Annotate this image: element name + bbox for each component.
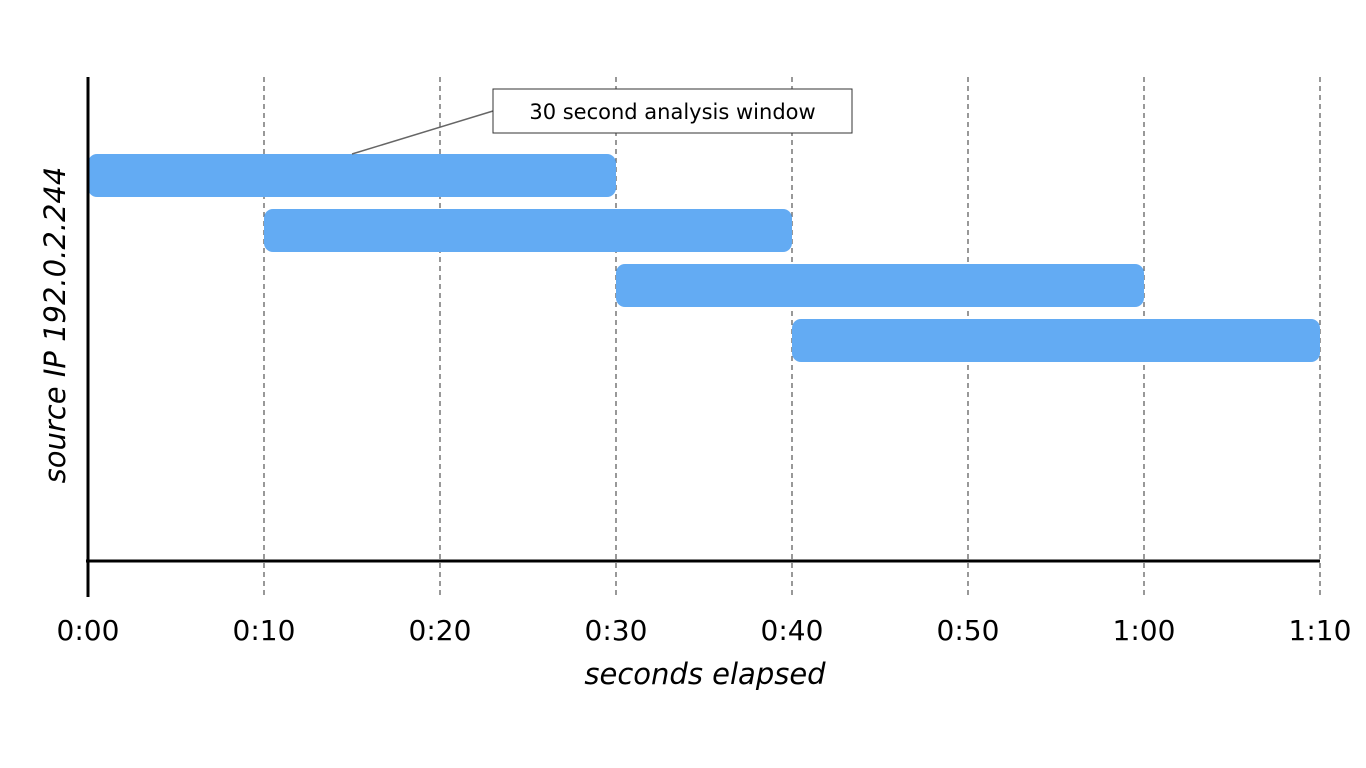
x-tick-label: 1:10 xyxy=(1289,614,1352,647)
y-axis-title: source IP 192.0.2.244 xyxy=(38,167,72,484)
window-bars xyxy=(88,154,1320,362)
annotation-box xyxy=(492,88,853,134)
x-tick-label: 0:30 xyxy=(585,614,648,647)
window-bar xyxy=(264,209,792,252)
annotation: 30 second analysis window xyxy=(351,88,853,155)
grid-lines xyxy=(263,77,1321,597)
window-bar xyxy=(616,264,1144,307)
x-tick-labels: 0:00 0:10 0:20 0:30 0:40 0:50 1:00 1:10 xyxy=(57,614,1352,647)
x-tick-label: 0:50 xyxy=(937,614,1000,647)
annotation-leader-line xyxy=(351,110,494,155)
x-axis-title: seconds elapsed xyxy=(584,657,826,691)
window-bar xyxy=(88,154,616,197)
x-tick-label: 1:00 xyxy=(1113,614,1176,647)
x-tick-label: 0:10 xyxy=(233,614,296,647)
window-bar xyxy=(792,319,1320,362)
annotation-label: 30 second analysis window xyxy=(529,100,815,124)
x-tick-label: 0:20 xyxy=(409,614,472,647)
x-tick-label: 0:00 xyxy=(57,614,120,647)
x-tick-label: 0:40 xyxy=(761,614,824,647)
